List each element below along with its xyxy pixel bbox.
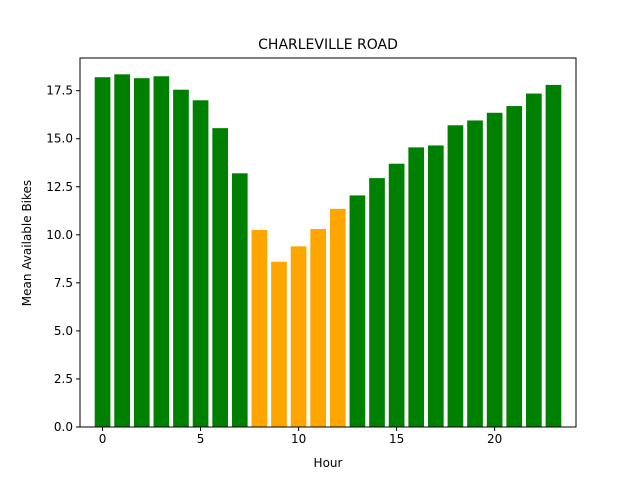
bars-group (94, 74, 562, 427)
x-tick-label: 20 (487, 432, 502, 446)
bar-hour-1 (114, 74, 130, 427)
bar-hour-15 (388, 163, 405, 427)
y-axis-ticks: 0.0 2.5 5.0 7.5 10.0 12.5 15.0 17.5 (46, 84, 80, 434)
y-tick-label: 2.5 (54, 372, 73, 386)
bar-hour-23 (545, 84, 562, 427)
bar-hour-18 (447, 125, 464, 427)
bar-hour-9 (271, 261, 287, 427)
bar-hour-17 (427, 145, 444, 427)
bar-hour-20 (486, 112, 503, 427)
bar-hour-5 (192, 100, 209, 427)
y-tick-label: 5.0 (54, 324, 73, 338)
bar-hour-16 (408, 147, 425, 427)
x-axis-label: Hour (314, 456, 343, 470)
bar-hour-0 (94, 77, 111, 427)
bar-hour-19 (467, 120, 483, 427)
bar-hour-2 (133, 78, 150, 427)
bar-hour-22 (526, 93, 542, 427)
bar-hour-21 (506, 106, 523, 427)
bar-hour-12 (329, 208, 346, 427)
y-tick-label: 12.5 (46, 180, 73, 194)
bar-hour-6 (212, 128, 229, 427)
x-tick-label: 0 (99, 432, 107, 446)
x-tick-label: 5 (197, 432, 205, 446)
bar-hour-3 (153, 76, 170, 427)
bar-hour-11 (310, 229, 327, 427)
y-tick-label: 15.0 (46, 132, 73, 146)
y-tick-label: 0.0 (54, 420, 73, 434)
bar-hour-8 (251, 230, 268, 427)
bar-hour-13 (349, 195, 366, 427)
bar-hour-14 (369, 178, 385, 427)
chart-title: CHARLEVILLE ROAD (258, 37, 398, 53)
bar-hour-7 (231, 173, 248, 427)
plot-frame (79, 57, 577, 428)
y-axis-label: Mean Available Bikes (20, 180, 34, 306)
y-tick-label: 17.5 (46, 84, 73, 98)
bar-hour-4 (173, 89, 189, 427)
y-tick-label: 10.0 (46, 228, 73, 242)
x-tick-label: 10 (291, 432, 306, 446)
y-tick-label: 7.5 (54, 276, 73, 290)
x-axis-ticks: 0 5 10 15 20 (99, 427, 502, 446)
bar-hour-10 (290, 246, 307, 427)
x-tick-label: 15 (389, 432, 404, 446)
